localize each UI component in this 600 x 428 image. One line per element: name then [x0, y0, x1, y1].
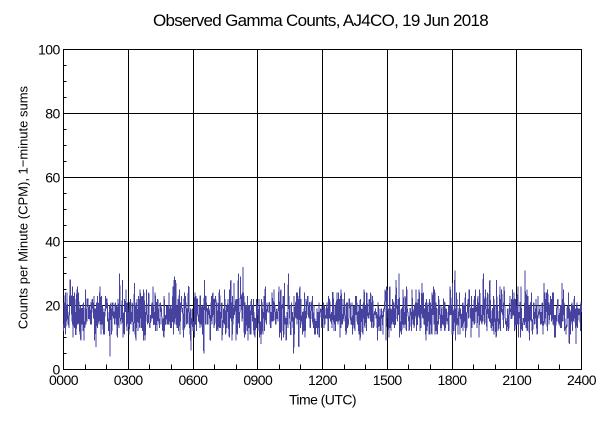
svg-text:0600: 0600 [179, 372, 209, 388]
svg-text:Time (UTC): Time (UTC) [289, 392, 356, 408]
svg-text:0900: 0900 [243, 372, 273, 388]
svg-text:1200: 1200 [308, 372, 338, 388]
svg-text:2100: 2100 [502, 372, 532, 388]
svg-text:20: 20 [45, 297, 60, 313]
svg-text:60: 60 [45, 169, 60, 185]
svg-text:0300: 0300 [114, 372, 144, 388]
svg-text:Counts per Minute (CPM), 1−min: Counts per Minute (CPM), 1−minute sums [16, 85, 31, 329]
svg-text:1500: 1500 [373, 372, 403, 388]
svg-text:Observed Gamma Counts, AJ4CO,: Observed Gamma Counts, AJ4CO, 19 Jun 201… [153, 11, 488, 30]
svg-text:1800: 1800 [438, 372, 468, 388]
svg-text:0000: 0000 [49, 372, 79, 388]
svg-text:2400: 2400 [567, 372, 597, 388]
svg-text:100: 100 [38, 42, 60, 58]
svg-text:40: 40 [45, 233, 60, 249]
svg-text:80: 80 [45, 106, 60, 122]
svg-text:0: 0 [52, 361, 60, 377]
